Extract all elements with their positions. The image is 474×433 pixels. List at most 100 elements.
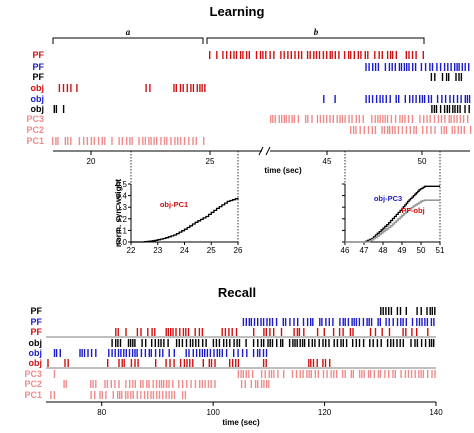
- spike: [90, 380, 92, 388]
- spike: [404, 115, 406, 123]
- spike: [384, 115, 386, 123]
- spike: [129, 380, 131, 388]
- spike: [358, 318, 361, 326]
- spike: [123, 349, 125, 357]
- recall-title: Recall: [218, 285, 256, 300]
- spike: [121, 359, 123, 367]
- spike: [301, 339, 304, 347]
- spike: [325, 318, 327, 326]
- spike: [183, 137, 186, 145]
- spike: [344, 115, 346, 123]
- spike: [374, 63, 377, 71]
- spike: [254, 380, 257, 388]
- spike: [421, 318, 423, 326]
- spike: [121, 137, 124, 145]
- spike: [334, 95, 336, 103]
- spike: [123, 359, 125, 367]
- spike: [152, 391, 155, 399]
- spike: [136, 391, 138, 399]
- spike: [319, 115, 322, 123]
- learning-x-tick-label: 20: [87, 157, 96, 166]
- spike: [293, 328, 295, 336]
- spike: [223, 339, 225, 347]
- spike: [160, 137, 162, 145]
- spike: [460, 73, 463, 81]
- spike: [340, 339, 342, 347]
- spike: [280, 328, 283, 336]
- spike: [391, 126, 394, 134]
- spike: [336, 339, 339, 347]
- spike: [163, 137, 166, 145]
- spike: [441, 73, 444, 81]
- spike: [450, 115, 452, 123]
- spike: [377, 370, 380, 378]
- spike: [295, 370, 298, 378]
- spike: [125, 328, 127, 336]
- spike: [353, 51, 355, 59]
- spike: [163, 339, 165, 347]
- spike: [269, 318, 271, 326]
- spike: [419, 95, 421, 103]
- spike: [94, 391, 96, 399]
- learning-x-tick-label: 50: [418, 157, 427, 166]
- spike: [179, 359, 182, 367]
- spike: [260, 380, 263, 388]
- spike: [434, 307, 436, 315]
- spike: [397, 126, 400, 134]
- spike: [173, 84, 175, 92]
- spike: [436, 63, 438, 71]
- spike: [55, 137, 57, 145]
- spike: [439, 105, 442, 113]
- spike: [367, 370, 370, 378]
- spike: [411, 318, 414, 326]
- spike: [273, 328, 275, 336]
- recall-row-label: PC3: [24, 369, 42, 379]
- spike: [388, 318, 390, 326]
- spike: [317, 370, 319, 378]
- spike: [271, 339, 274, 347]
- spike: [311, 115, 313, 123]
- spike: [115, 328, 117, 336]
- spike: [111, 339, 113, 347]
- spike: [399, 115, 401, 123]
- recall-row-label: obj: [29, 348, 43, 358]
- spike: [318, 51, 321, 59]
- spike: [114, 380, 116, 388]
- spike: [104, 380, 106, 388]
- spike: [358, 339, 361, 347]
- spike: [197, 339, 200, 347]
- spike: [428, 339, 431, 347]
- spike: [177, 137, 179, 145]
- spike: [374, 115, 376, 123]
- spike: [149, 84, 151, 92]
- spike: [156, 137, 158, 145]
- axis-break: [258, 146, 271, 156]
- spike: [409, 126, 411, 134]
- spike: [178, 380, 180, 388]
- spike: [431, 105, 433, 113]
- spike: [297, 115, 300, 123]
- spike: [457, 126, 459, 134]
- spike: [426, 307, 428, 315]
- spike: [464, 63, 466, 71]
- spike: [205, 339, 207, 347]
- spike: [365, 63, 367, 71]
- spike: [269, 328, 271, 336]
- spike: [454, 63, 456, 71]
- spike: [333, 370, 335, 378]
- spike: [299, 370, 301, 378]
- spike: [150, 391, 152, 399]
- spike: [179, 328, 181, 336]
- spike: [396, 307, 399, 315]
- spike: [330, 370, 332, 378]
- spike: [411, 115, 414, 123]
- spike: [415, 126, 417, 134]
- spike: [283, 51, 285, 59]
- spike: [308, 370, 310, 378]
- spike: [328, 318, 330, 326]
- spike: [210, 359, 213, 367]
- spike: [129, 137, 131, 145]
- spike: [298, 328, 301, 336]
- learning-row-label: PF: [32, 50, 44, 60]
